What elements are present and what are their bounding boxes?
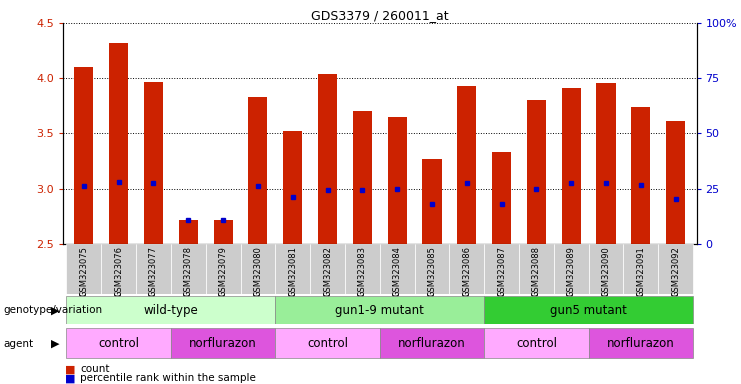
Text: GSM323085: GSM323085 (428, 247, 436, 297)
Bar (379, 328, 484, 358)
Bar (484, 244, 519, 294)
Bar (597, 83, 616, 244)
Bar (74, 67, 93, 244)
Text: GSM323090: GSM323090 (602, 247, 611, 297)
Bar (388, 117, 407, 244)
Bar (631, 107, 651, 244)
Bar (353, 111, 372, 244)
Bar (345, 244, 379, 294)
Bar (484, 328, 588, 358)
Bar (588, 328, 693, 358)
Bar (318, 74, 337, 244)
Text: count: count (80, 364, 110, 374)
Bar (492, 152, 511, 244)
Text: control: control (307, 337, 348, 350)
Text: GSM323088: GSM323088 (532, 247, 541, 297)
Text: GSM323076: GSM323076 (114, 247, 123, 297)
Text: GSM323077: GSM323077 (149, 247, 158, 297)
Bar (527, 100, 546, 244)
Bar (67, 296, 276, 324)
Title: GDS3379 / 260011_at: GDS3379 / 260011_at (311, 9, 448, 22)
Bar (136, 244, 171, 294)
Text: control: control (516, 337, 557, 350)
Text: gun5 mutant: gun5 mutant (550, 304, 627, 316)
Text: GSM323078: GSM323078 (184, 247, 193, 297)
Bar (588, 244, 623, 294)
Bar (422, 159, 442, 244)
Bar (623, 244, 658, 294)
Text: ■: ■ (65, 364, 76, 374)
Bar (144, 81, 163, 244)
Bar (414, 244, 449, 294)
Bar (102, 244, 136, 294)
Bar (179, 220, 198, 244)
Text: GSM323089: GSM323089 (567, 247, 576, 297)
Bar (206, 244, 241, 294)
Bar (171, 328, 276, 358)
Bar (67, 328, 171, 358)
Text: GSM323075: GSM323075 (79, 247, 88, 297)
Bar (484, 296, 693, 324)
Text: GSM323081: GSM323081 (288, 247, 297, 297)
Bar (276, 328, 379, 358)
Bar (449, 244, 484, 294)
Text: ■: ■ (65, 373, 76, 383)
Text: GSM323091: GSM323091 (637, 247, 645, 297)
Bar (310, 244, 345, 294)
Bar (283, 131, 302, 244)
Bar (554, 244, 588, 294)
Bar (562, 88, 581, 244)
Text: GSM323092: GSM323092 (671, 247, 680, 297)
Bar (213, 220, 233, 244)
Text: wild-type: wild-type (144, 304, 199, 316)
Text: genotype/variation: genotype/variation (4, 305, 103, 315)
Text: ▶: ▶ (51, 305, 59, 315)
Text: GSM323080: GSM323080 (253, 247, 262, 297)
Text: ▶: ▶ (51, 339, 59, 349)
Bar (276, 296, 484, 324)
Text: GSM323084: GSM323084 (393, 247, 402, 297)
Text: gun1-9 mutant: gun1-9 mutant (336, 304, 424, 316)
Text: percentile rank within the sample: percentile rank within the sample (80, 373, 256, 383)
Bar (67, 244, 102, 294)
Text: norflurazon: norflurazon (398, 337, 466, 350)
Bar (248, 97, 268, 244)
Bar (457, 86, 476, 244)
Bar (276, 244, 310, 294)
Bar (241, 244, 276, 294)
Text: GSM323083: GSM323083 (358, 247, 367, 297)
Bar (519, 244, 554, 294)
Text: GSM323087: GSM323087 (497, 247, 506, 297)
Bar (171, 244, 206, 294)
Bar (379, 244, 414, 294)
Bar (658, 244, 693, 294)
Text: control: control (98, 337, 139, 350)
Bar (666, 121, 685, 244)
Bar (109, 43, 128, 244)
Text: agent: agent (4, 339, 34, 349)
Text: norflurazon: norflurazon (607, 337, 675, 350)
Text: GSM323079: GSM323079 (219, 247, 227, 297)
Text: GSM323082: GSM323082 (323, 247, 332, 297)
Text: norflurazon: norflurazon (189, 337, 257, 350)
Text: GSM323086: GSM323086 (462, 247, 471, 297)
